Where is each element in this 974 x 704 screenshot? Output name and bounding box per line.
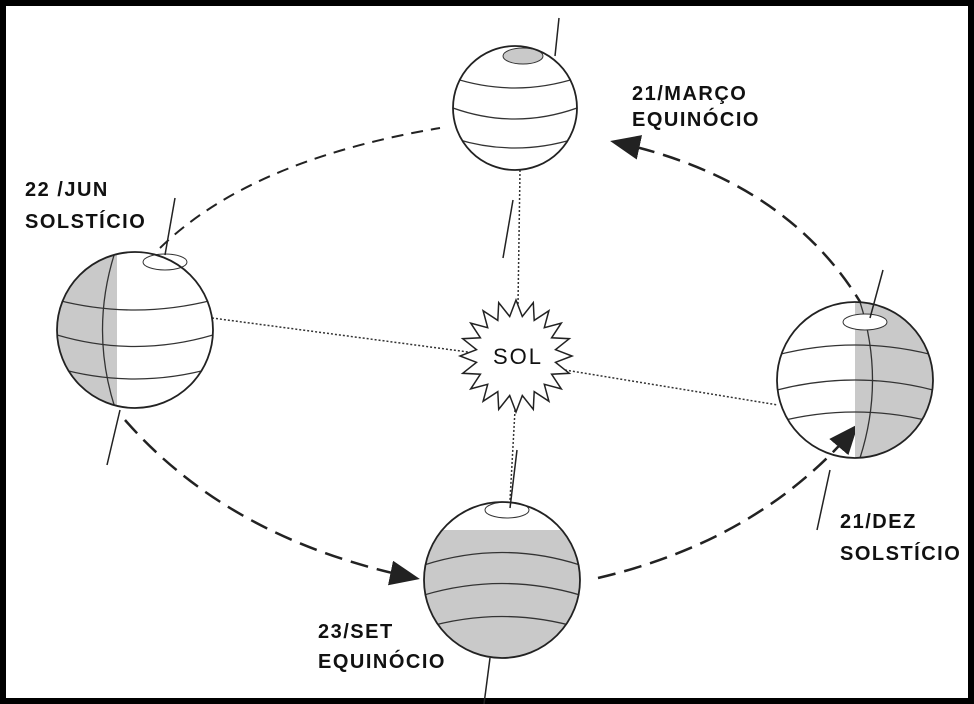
orbit-arrow [125, 420, 415, 578]
date-label: 21/MARÇO [632, 83, 747, 105]
globe [453, 18, 577, 258]
event-label: EQUINÓCIO [632, 107, 760, 131]
orbit-arrow [598, 428, 855, 578]
date-label: 21/DEZ [840, 511, 917, 533]
event-label: EQUINÓCIO [318, 649, 446, 673]
sun-label: SOL [493, 344, 543, 369]
date-label: 23/SET [318, 621, 394, 643]
diagram: SOL [0, 0, 974, 704]
globe [777, 270, 935, 530]
globe [424, 450, 580, 704]
date-label: 22 /JUN [25, 179, 109, 201]
orbit-arrow [615, 142, 865, 310]
orbit [160, 128, 440, 248]
globe [57, 198, 213, 465]
event-label: SOLSTÍCIO [840, 542, 961, 565]
event-label: SOLSTÍCIO [25, 210, 146, 233]
